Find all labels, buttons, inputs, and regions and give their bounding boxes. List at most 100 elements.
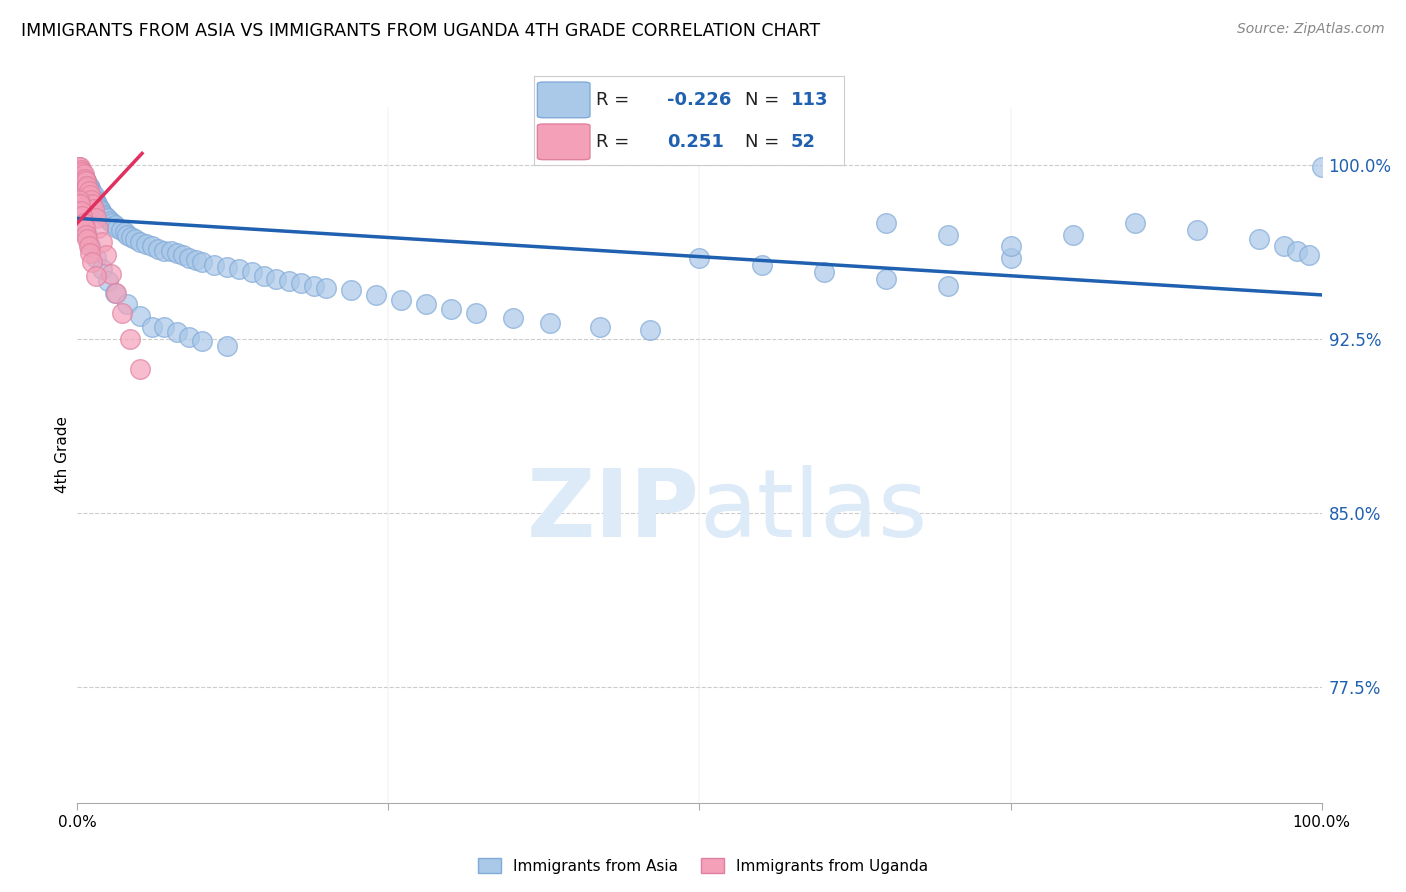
Point [184, 253, 207, 268]
Point [83, 193, 105, 207]
Point [70, 186, 93, 200]
Point [72, 178, 94, 193]
Point [69, 174, 91, 188]
Point [813, 265, 835, 279]
Point [70, 204, 93, 219]
Point [70, 184, 93, 198]
Point [638, 323, 661, 337]
Point [277, 274, 299, 288]
Point [82, 197, 104, 211]
Point [94, 248, 117, 262]
Point [415, 297, 437, 311]
Point [86, 197, 108, 211]
Point [128, 235, 150, 249]
Point [538, 316, 561, 330]
Point [135, 236, 157, 251]
Point [70, 169, 93, 184]
Text: N =: N = [745, 91, 779, 109]
Point [253, 269, 276, 284]
Point [84, 211, 107, 226]
Point [69, 165, 91, 179]
FancyBboxPatch shape [537, 82, 591, 118]
Point [111, 306, 134, 320]
Text: 113: 113 [792, 91, 828, 109]
Point [266, 271, 288, 285]
Point [76, 232, 98, 246]
Legend: Immigrants from Asia, Immigrants from Uganda: Immigrants from Asia, Immigrants from Ug… [472, 852, 934, 880]
Point [70, 178, 93, 193]
Point [172, 248, 194, 262]
Point [91, 207, 114, 221]
Text: atlas: atlas [700, 465, 928, 557]
Point [389, 293, 412, 307]
Point [179, 251, 201, 265]
Point [938, 278, 960, 293]
Point [82, 186, 104, 200]
Point [69, 186, 91, 200]
Point [72, 167, 94, 181]
Point [128, 309, 150, 323]
Point [1000, 239, 1022, 253]
Point [77, 239, 100, 253]
Text: ZIP: ZIP [527, 465, 700, 557]
Text: Source: ZipAtlas.com: Source: ZipAtlas.com [1237, 22, 1385, 37]
Point [751, 258, 773, 272]
Point [502, 311, 524, 326]
Point [72, 174, 94, 188]
Point [70, 165, 93, 179]
Point [69, 167, 91, 181]
Point [73, 178, 96, 193]
Point [70, 204, 93, 219]
Point [72, 174, 94, 188]
Point [97, 274, 120, 288]
Point [72, 169, 94, 184]
Point [72, 181, 94, 195]
Point [79, 188, 101, 202]
Point [87, 220, 110, 235]
Point [72, 186, 94, 200]
Point [75, 174, 97, 188]
Point [67, 178, 90, 193]
Point [80, 190, 103, 204]
Point [1272, 239, 1295, 253]
Point [179, 329, 201, 343]
Text: N =: N = [745, 133, 779, 151]
Point [105, 220, 128, 235]
Point [72, 174, 94, 188]
Point [98, 213, 121, 227]
Point [1285, 244, 1308, 258]
Point [440, 301, 463, 316]
Point [70, 177, 93, 191]
Point [90, 204, 112, 219]
Point [67, 193, 90, 207]
Point [73, 172, 96, 186]
Point [73, 172, 96, 186]
Point [73, 186, 96, 200]
Point [124, 232, 146, 246]
Point [89, 202, 111, 216]
Point [67, 165, 90, 179]
Point [115, 297, 138, 311]
Point [93, 209, 115, 223]
Point [80, 193, 103, 207]
Point [72, 172, 94, 186]
Point [114, 225, 136, 239]
Point [153, 320, 176, 334]
Point [79, 239, 101, 253]
Point [166, 325, 188, 339]
Point [202, 258, 225, 272]
Point [83, 188, 105, 202]
Text: 52: 52 [792, 133, 815, 151]
Point [83, 202, 105, 216]
Point [73, 178, 96, 193]
Point [104, 219, 127, 233]
Point [70, 172, 93, 186]
Point [340, 283, 363, 297]
Text: 0.251: 0.251 [668, 133, 724, 151]
Point [72, 181, 94, 195]
Point [96, 211, 118, 226]
Point [302, 278, 325, 293]
Text: R =: R = [596, 91, 636, 109]
Point [141, 239, 163, 253]
Point [159, 244, 181, 258]
